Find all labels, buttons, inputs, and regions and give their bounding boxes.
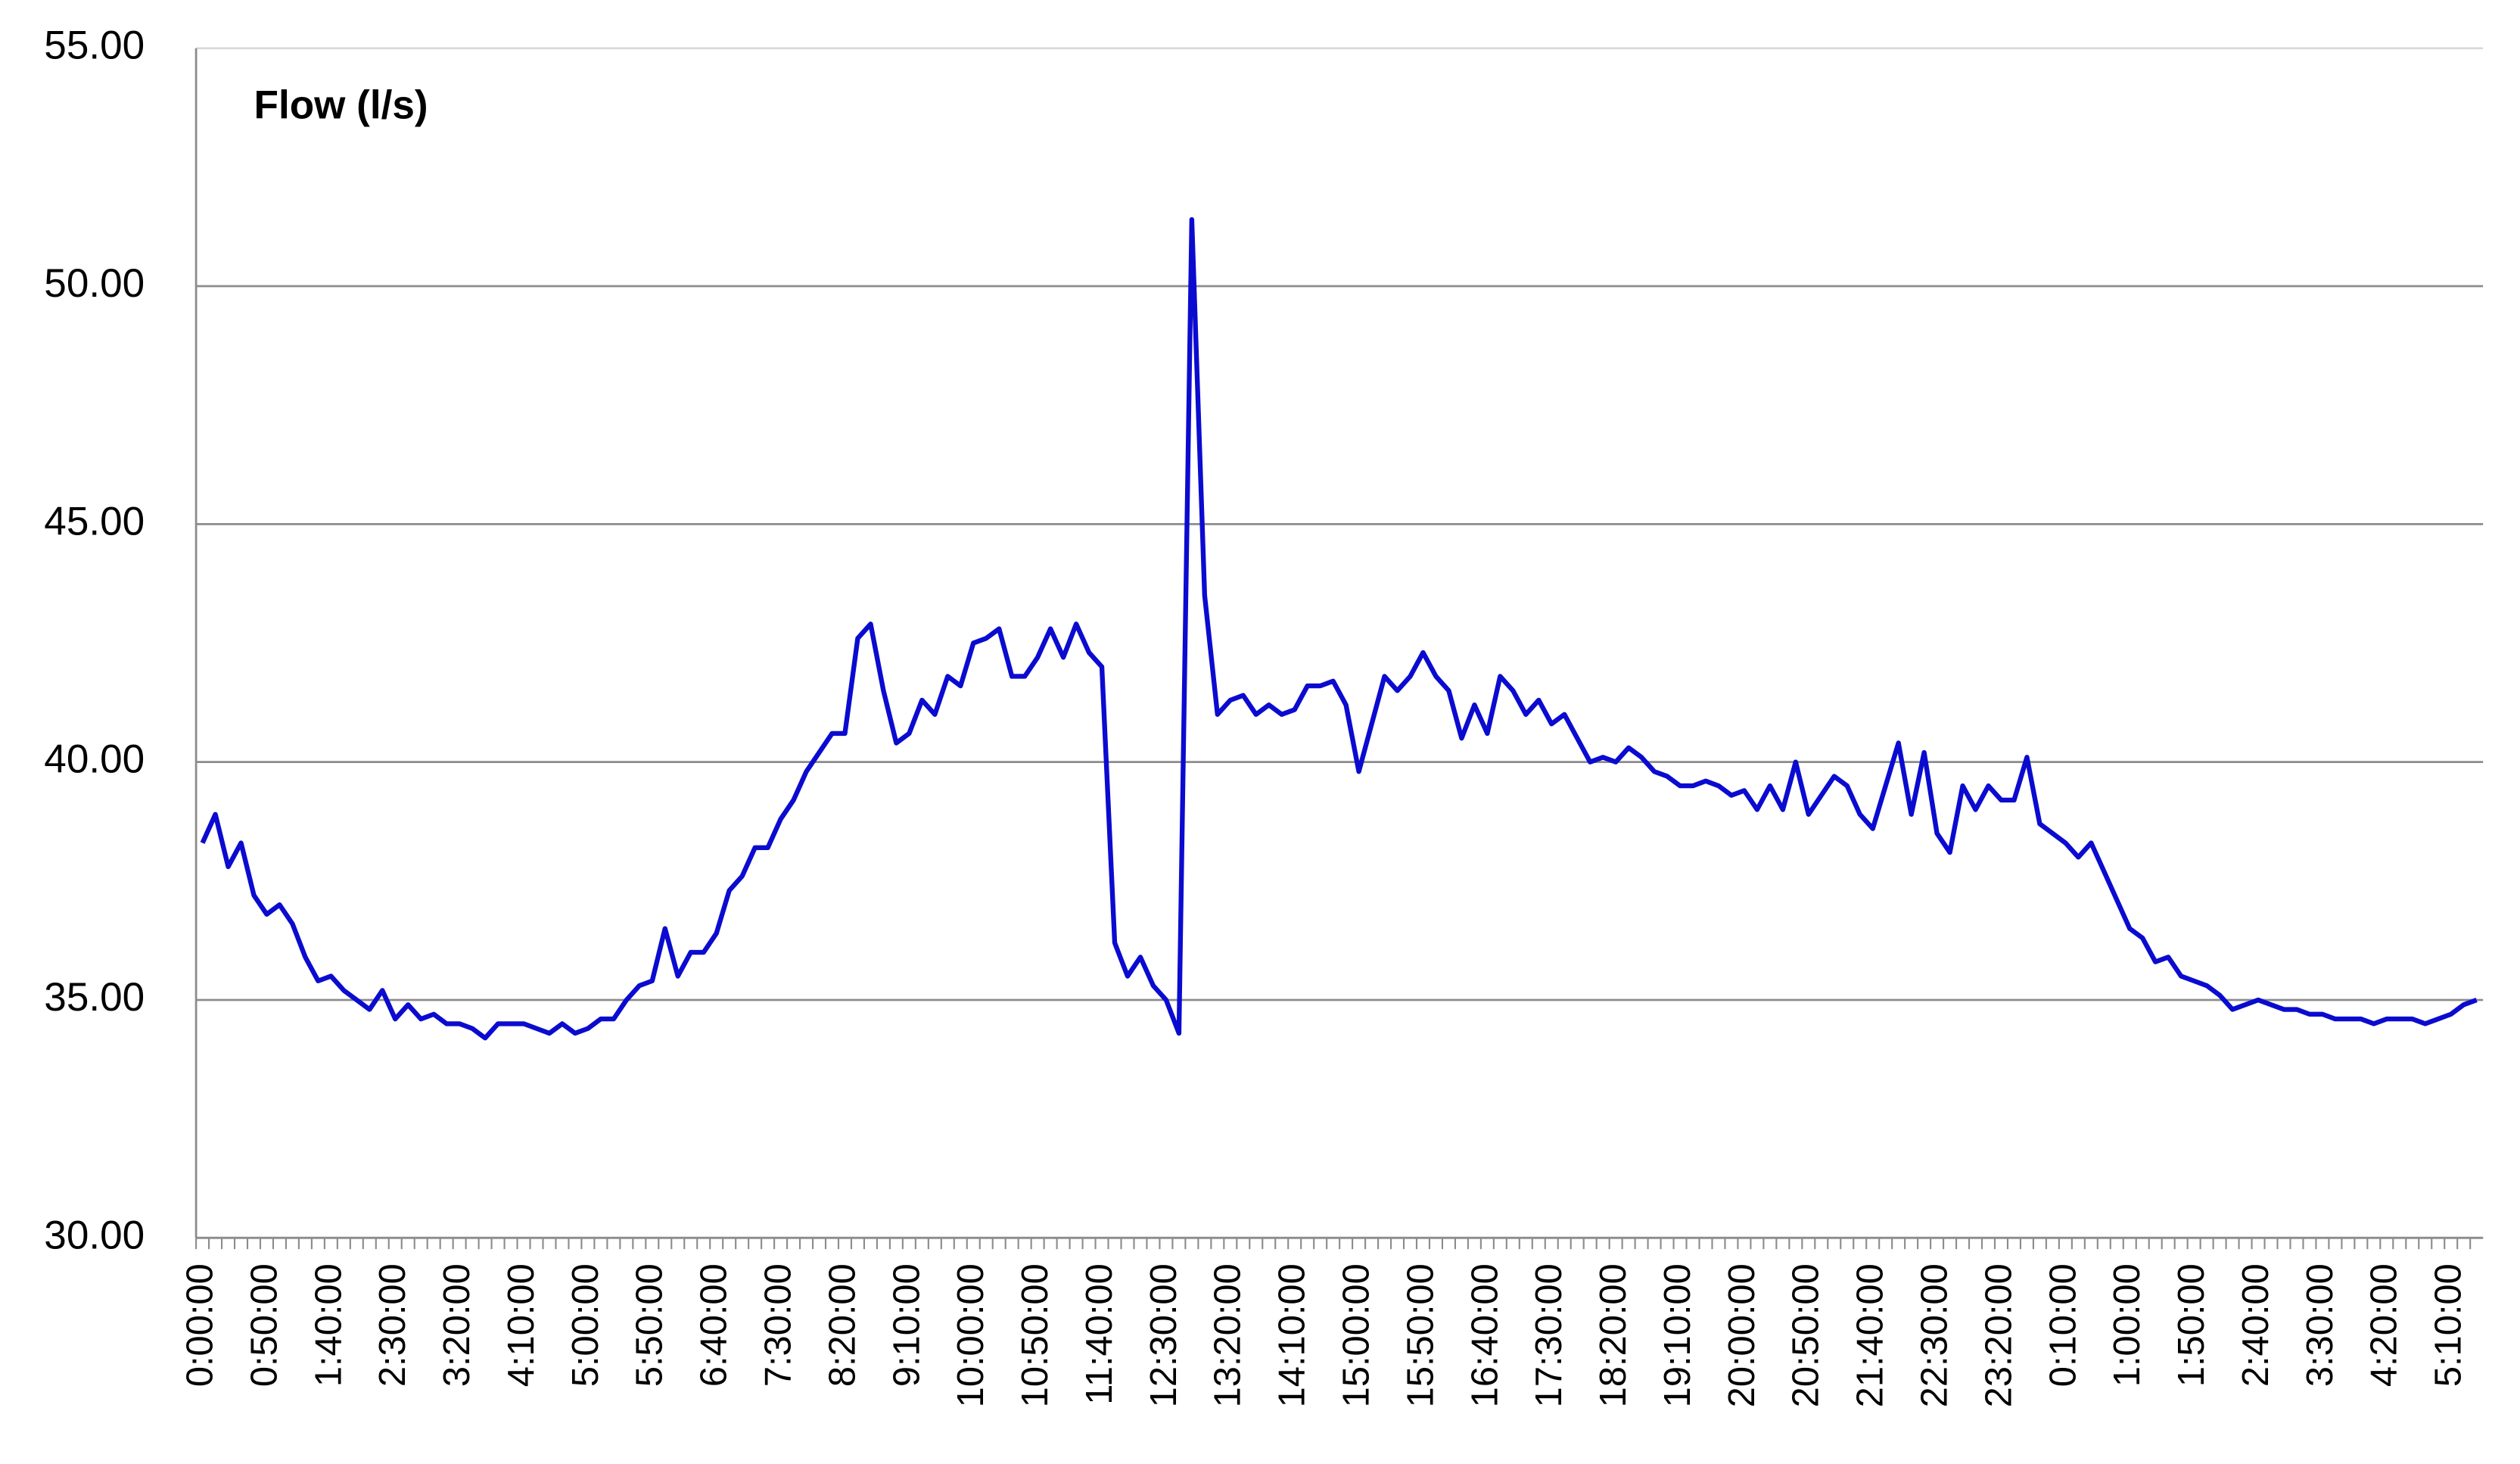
y-tick-label: 35.00 [44,975,145,1020]
x-tick-label: 4:10:00 [501,1263,542,1387]
x-tick-label: 20:00:00 [1722,1263,1762,1407]
x-tick-label: 0:00:00 [179,1263,220,1387]
legend-label: Flow (l/s) [254,83,428,127]
x-tick-label: 18:20:00 [1593,1263,1634,1407]
x-tick-label: 0:10:00 [2042,1263,2083,1387]
x-tick-label: 0:50:00 [244,1263,285,1387]
data-line [200,216,2478,1041]
y-tick-label: 55.00 [44,23,145,68]
x-tick-label: 4:20:00 [2364,1263,2405,1387]
x-tick-label: 3:20:00 [437,1263,478,1387]
x-tick-label: 5:00:00 [565,1263,606,1387]
x-tick-label: 16:40:00 [1464,1263,1505,1407]
x-tick-label: 21:40:00 [1850,1263,1891,1407]
x-tick-label: 23:20:00 [1978,1263,2019,1407]
x-tick-label: 17:30:00 [1529,1263,1570,1407]
x-tick-label: 10:50:00 [1015,1263,1056,1407]
x-tick-label: 10:00:00 [950,1263,991,1407]
y-tick-label: 40.00 [44,737,145,782]
x-tick-label: 11:40:00 [1079,1263,1120,1404]
x-tick-label: 13:20:00 [1208,1263,1249,1407]
x-tick-label: 12:30:00 [1143,1263,1184,1407]
x-tick-label: 14:10:00 [1272,1263,1313,1407]
x-tick-label: 6:40:00 [694,1263,735,1387]
y-tick-label: 45.00 [44,499,145,544]
x-tick-label: 5:10:00 [2428,1263,2469,1387]
x-tick-label: 20:50:00 [1786,1263,1827,1407]
x-tick-label: 1:40:00 [308,1263,349,1387]
x-tick-label: 1:00:00 [2107,1263,2148,1387]
x-tick-label: 1:50:00 [2171,1263,2212,1387]
x-tick-label: 9:10:00 [886,1263,927,1387]
x-tick-label: 7:30:00 [758,1263,798,1387]
x-tick-label: 15:00:00 [1336,1263,1377,1407]
x-tick-label: 2:30:00 [372,1263,413,1387]
y-tick-label: 50.00 [44,261,145,306]
x-tick-label: 3:30:00 [2300,1263,2341,1387]
x-tick-label: 15:50:00 [1400,1263,1441,1407]
x-tick-label: 5:50:00 [630,1263,670,1387]
x-tick-label: 19:10:00 [1657,1263,1698,1407]
y-tick-label: 30.00 [44,1213,145,1257]
x-tick-label: 8:20:00 [822,1263,863,1387]
x-tick-label: 22:30:00 [1915,1263,1955,1407]
x-tick-label: 2:40:00 [2235,1263,2276,1387]
